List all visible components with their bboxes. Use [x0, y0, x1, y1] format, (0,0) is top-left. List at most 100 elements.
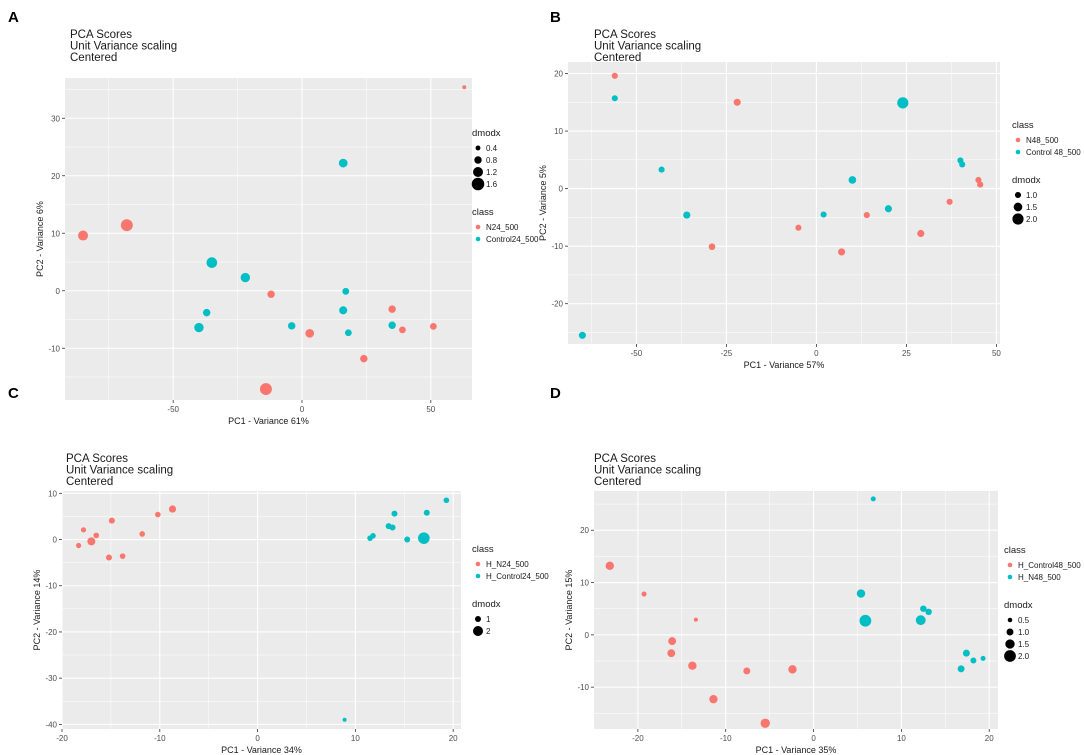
data-point-h-control24-500: [389, 524, 396, 531]
data-point-n24-500: [267, 290, 275, 298]
title-line: PCA Scores: [66, 453, 128, 465]
title-line: Unit Variance scaling: [594, 465, 701, 477]
data-point-h-n48-500: [859, 614, 872, 627]
data-point-h-control24-500: [342, 717, 347, 722]
legend-key-red: [1015, 137, 1021, 143]
plot-background: [568, 62, 1000, 344]
data-point-h-n24-500: [76, 542, 82, 549]
data-point-h-n24-500: [168, 505, 177, 513]
plot-background: [65, 78, 472, 400]
data-point-n48-500: [708, 243, 716, 251]
size-legend-key: [1007, 617, 1013, 623]
x-tick-label: 0: [255, 734, 260, 743]
size-legend-key: [475, 616, 481, 622]
class-legend-item: Control24_500: [486, 235, 539, 244]
data-point-control24-500: [287, 322, 296, 330]
x-tick-label: -20: [632, 734, 644, 743]
y-tick-label: 20: [554, 70, 563, 79]
data-point-control24-500: [388, 321, 396, 329]
data-point-h-control48-500: [605, 561, 615, 570]
data-point-h-control48-500: [641, 591, 647, 597]
title-line: Centered: [594, 52, 641, 64]
data-point-n24-500: [429, 323, 437, 330]
y-tick-label: 0: [56, 287, 61, 296]
data-point-n24-500: [259, 383, 272, 396]
x-axis-label: PC1 - Variance 35%: [756, 745, 837, 755]
data-point-control-48-500: [611, 95, 618, 102]
data-point-h-n48-500: [957, 665, 965, 673]
title-line: Centered: [66, 476, 113, 488]
data-point-h-control48-500: [788, 665, 797, 674]
data-point-h-n24-500: [155, 511, 161, 518]
x-tick-label: 50: [426, 405, 435, 414]
legend-key-teal: [1007, 574, 1013, 580]
title-line: Unit Variance scaling: [594, 41, 701, 53]
y-tick-label: 30: [51, 114, 60, 123]
y-axis-label: PC2 - Variance 5%: [538, 165, 548, 241]
y-tick-label: 0: [559, 185, 564, 194]
x-axis-label: PC1 - Variance 61%: [228, 416, 309, 426]
panel-label: A: [8, 9, 19, 26]
y-tick-label: 0: [585, 631, 590, 640]
x-tick-label: -20: [56, 734, 68, 743]
data-point-h-control24-500: [418, 532, 430, 544]
x-tick-label: 10: [351, 734, 360, 743]
legend-key-red: [1007, 562, 1013, 568]
x-tick-label: 50: [992, 349, 1001, 358]
size-legend-key: [1006, 628, 1014, 636]
data-point-h-control48-500: [693, 617, 698, 622]
class-legend-title: class: [472, 544, 494, 555]
data-point-h-n48-500: [980, 655, 986, 661]
y-tick-label: -10: [551, 242, 563, 251]
data-point-control-48-500: [959, 161, 966, 168]
x-tick-label: 0: [811, 734, 816, 743]
y-tick-label: 0: [53, 536, 58, 545]
y-axis-label: PC2 - Variance 15%: [564, 570, 574, 651]
data-point-control24-500: [344, 329, 352, 337]
data-point-control24-500: [338, 158, 348, 168]
x-tick-label: 0: [814, 349, 819, 358]
size-legend-item: 1.6: [486, 180, 498, 189]
data-point-n48-500: [733, 98, 741, 106]
y-tick-label: -40: [45, 720, 57, 729]
panel-label: B: [550, 9, 561, 26]
size-legend-key: [1012, 213, 1024, 225]
size-legend-title: dmodx: [472, 128, 501, 139]
x-tick-label: -50: [631, 349, 643, 358]
x-tick-label: -50: [167, 405, 179, 414]
data-point-n24-500: [305, 328, 315, 338]
plot-background: [62, 491, 461, 729]
data-point-n24-500: [388, 305, 396, 313]
data-point-n48-500: [611, 72, 618, 79]
y-tick-label: -20: [45, 628, 57, 637]
title-line: PCA Scores: [70, 29, 132, 41]
size-legend-item: 1.5: [1018, 640, 1030, 649]
legend-key-teal: [1015, 149, 1021, 155]
class-legend-item: N24_500: [486, 223, 519, 232]
class-legend-item: H_N24_500: [486, 560, 529, 569]
size-legend-item: 1: [486, 615, 491, 624]
title-line: Unit Variance scaling: [70, 41, 177, 53]
x-tick-label: 25: [902, 349, 911, 358]
legend-key-teal: [475, 573, 481, 579]
data-point-h-n24-500: [119, 553, 126, 559]
x-tick-label: -10: [720, 734, 732, 743]
data-point-h-n48-500: [970, 657, 977, 664]
data-point-h-control24-500: [443, 497, 450, 504]
y-tick-label: -20: [551, 300, 563, 309]
data-point-h-control24-500: [370, 533, 376, 539]
data-point-h-control48-500: [743, 667, 751, 675]
data-point-h-n48-500: [915, 615, 926, 626]
data-point-n24-500: [462, 85, 467, 90]
data-point-h-n24-500: [139, 531, 145, 537]
title-line: PCA Scores: [594, 453, 656, 465]
data-point-n48-500: [977, 181, 984, 188]
x-tick-label: -25: [721, 349, 733, 358]
data-point-n48-500: [975, 176, 982, 184]
data-point-n24-500: [120, 219, 133, 232]
size-legend-item: 1.2: [486, 168, 498, 177]
